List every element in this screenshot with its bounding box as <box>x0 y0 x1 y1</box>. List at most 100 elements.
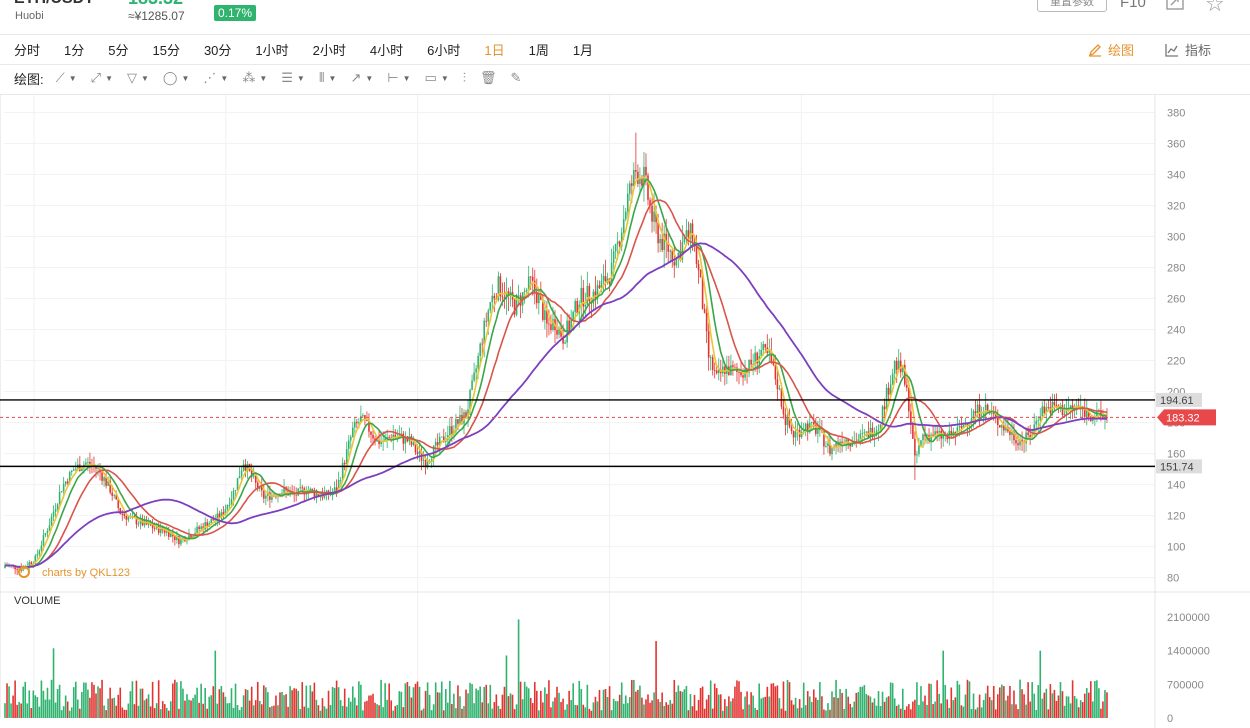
comment-tool[interactable]: ▭ ▼ <box>425 70 449 86</box>
timeframe-tab[interactable]: 分时 <box>14 43 41 58</box>
timeframe-tab[interactable]: 6小时 <box>427 43 461 58</box>
volume-bar <box>651 700 653 718</box>
candle-body <box>970 418 973 423</box>
volume-bar <box>774 686 777 718</box>
candle-body <box>851 443 854 447</box>
f10-button[interactable]: F10 <box>1120 0 1146 11</box>
timeframe-tab[interactable]: 4小时 <box>369 43 404 58</box>
pattern-tool[interactable]: ⁂ ▼ <box>242 70 267 86</box>
chevron-down-icon[interactable]: ▼ <box>105 73 113 83</box>
chevron-down-icon[interactable]: ▼ <box>259 73 268 83</box>
candle-body <box>378 439 380 445</box>
volume-bar <box>608 686 611 718</box>
channel-tool[interactable]: ▽ ▼ <box>127 70 149 86</box>
volume-bar <box>97 686 99 718</box>
candle-body <box>564 342 566 344</box>
timeframe-tab[interactable]: 1月 <box>572 43 594 58</box>
timeframe-tab[interactable]: 1分 <box>64 43 85 58</box>
chevron-down-icon[interactable]: ▼ <box>402 73 411 83</box>
timeframe-tab[interactable]: 1周 <box>528 43 549 58</box>
volume-bar <box>198 702 200 718</box>
candle-body <box>707 331 710 358</box>
candle-body <box>475 368 477 373</box>
candle-body <box>780 388 783 407</box>
parallel-lines-tool[interactable]: ⦀ ▼ <box>319 70 337 86</box>
chevron-down-icon[interactable]: ▼ <box>68 73 77 83</box>
volume-bar <box>192 697 194 718</box>
arrow-tool[interactable]: ↗ ▼ <box>350 70 373 86</box>
timeframe-tab[interactable]: 15分 <box>152 43 180 58</box>
volume-bar <box>36 697 39 718</box>
candle-body <box>637 171 639 184</box>
star-icon[interactable]: ☆ <box>1205 0 1225 16</box>
chevron-down-icon[interactable]: ▼ <box>328 73 337 83</box>
fibonacci-tool[interactable]: ☰ ▼ <box>281 70 305 86</box>
price-chart[interactable]: 8010012014016018020022024026028030032034… <box>0 95 1250 728</box>
candle-body <box>216 513 219 520</box>
chevron-down-icon[interactable]: ▼ <box>440 73 449 83</box>
volume-bar <box>432 704 435 718</box>
brush-tool[interactable]: ✎ <box>511 70 522 86</box>
volume-bar <box>881 691 884 718</box>
volume-bar <box>1043 692 1046 718</box>
volume-bar <box>481 702 483 718</box>
volume-bar <box>285 694 287 718</box>
candle-body <box>368 420 370 432</box>
indicator-toggle[interactable]: 指标 <box>1165 40 1211 59</box>
chevron-down-icon[interactable]: ▼ <box>220 73 229 83</box>
timeframe-tab[interactable]: 1日 <box>484 43 505 58</box>
volume-bar <box>109 687 111 718</box>
trendline-tool[interactable]: ⟋ ▼ <box>56 70 77 86</box>
candle-body <box>661 238 663 251</box>
candle-body <box>372 434 374 439</box>
timeframe-tab[interactable]: 30分 <box>203 43 232 58</box>
volume-bar <box>4 703 6 718</box>
candle-body <box>473 372 475 381</box>
candle-body <box>713 370 716 371</box>
price-tick-label: 380 <box>1167 108 1185 120</box>
volume-bar <box>653 692 655 718</box>
volume-bar <box>612 698 615 718</box>
draw-toggle[interactable]: 绘图 <box>1088 40 1134 59</box>
candle-body <box>422 459 425 461</box>
candle-body <box>402 433 405 444</box>
volume-bar <box>277 705 279 718</box>
reset-params-button[interactable]: 重置参数 <box>1037 0 1107 12</box>
volume-bar <box>657 699 659 718</box>
bars-tool[interactable]: ⫶ <box>463 70 466 86</box>
timeframe-tab[interactable]: 1小时 <box>255 43 289 58</box>
volume-bar <box>38 706 41 718</box>
volume-bar <box>351 686 354 718</box>
circle-tool[interactable]: ◯ ▼ <box>163 70 189 86</box>
measure-tool[interactable]: ⊢ ▼ <box>387 70 410 86</box>
timeframe-tab[interactable]: 5分 <box>108 43 129 58</box>
chevron-down-icon[interactable]: ▼ <box>365 73 374 83</box>
trash-tool[interactable]: 🗑 <box>480 70 497 86</box>
chevron-down-icon[interactable]: ▼ <box>296 73 305 83</box>
chevron-down-icon[interactable]: ▼ <box>181 73 190 83</box>
candle-body <box>685 230 688 237</box>
candle-body <box>1102 416 1104 419</box>
candle-body <box>505 291 508 300</box>
candle-body <box>764 344 767 348</box>
volume-bar <box>1085 688 1088 718</box>
candle-body <box>434 442 437 446</box>
candle-body <box>1053 401 1056 405</box>
brush-icon: ✎ <box>510 70 522 85</box>
candle-body <box>724 366 726 374</box>
timeframe-tab[interactable]: 2小时 <box>312 43 346 58</box>
candle-body <box>501 296 504 298</box>
volume-bar <box>673 679 676 718</box>
candle-body <box>626 193 629 212</box>
volume-bar <box>790 700 793 718</box>
volume-bar <box>157 680 160 718</box>
fullscreen-icon[interactable] <box>1166 0 1184 10</box>
volume-bar <box>839 688 841 718</box>
volume-bar <box>445 689 447 718</box>
zigzag-tool[interactable]: ⋰ ▼ <box>203 70 228 86</box>
volume-bar <box>93 684 95 718</box>
ray-tool[interactable]: ⤢ ▼ <box>91 70 113 86</box>
candle-body <box>535 291 538 304</box>
candle-body <box>580 287 583 305</box>
chevron-down-icon[interactable]: ▼ <box>140 73 149 83</box>
